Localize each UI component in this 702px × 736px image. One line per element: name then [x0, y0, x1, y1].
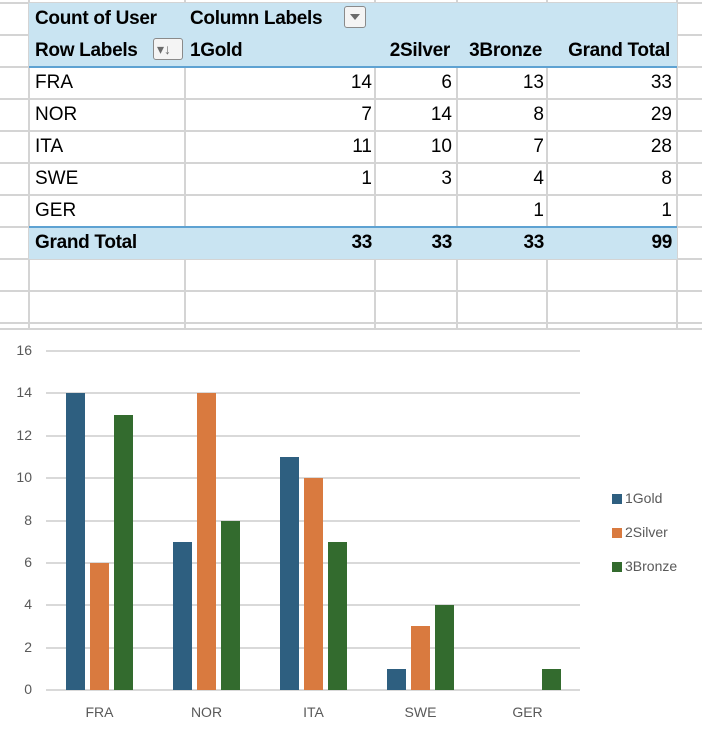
- clustered-column-chart[interactable]: 0 2 4 6 8 10 12 14 16 FRA NOR ITA SWE GER 1Gold 2Silv…: [0, 330, 702, 736]
- column-header-bronze[interactable]: 3Bronze: [469, 40, 542, 61]
- cell-total[interactable]: 29: [650, 104, 672, 125]
- grid-row-line: [0, 328, 702, 330]
- grid-row-line: [0, 258, 702, 260]
- grid-col-line: [184, 0, 186, 330]
- cell-gold[interactable]: [186, 195, 372, 227]
- legend-item[interactable]: 1Gold: [612, 490, 662, 506]
- bar-1gold-nor[interactable]: [173, 541, 192, 690]
- gridline: [46, 689, 580, 691]
- cell-gold[interactable]: 1: [361, 168, 372, 189]
- bar-1gold-ita[interactable]: [280, 456, 299, 690]
- y-tick-label: 10: [16, 469, 32, 486]
- grand-total-label[interactable]: Grand Total: [35, 232, 137, 253]
- cell-bronze[interactable]: 13: [522, 72, 544, 93]
- grid-col-line: [676, 0, 678, 330]
- sort-descending-filter-icon: ▾↓: [157, 41, 172, 57]
- y-tick-label: 0: [24, 681, 32, 697]
- legend-swatch-icon: [612, 528, 622, 538]
- cell-silver[interactable]: 6: [441, 72, 452, 93]
- bar-1gold-fra[interactable]: [66, 393, 85, 690]
- grand-total-silver[interactable]: 33: [431, 232, 452, 253]
- column-labels-header[interactable]: Column Labels: [190, 8, 323, 29]
- bar-3bronze-ger[interactable]: [542, 668, 561, 690]
- gridline: [46, 392, 580, 395]
- grid-row-line: [0, 290, 702, 292]
- row-label[interactable]: ITA: [35, 136, 64, 157]
- bar-3bronze-ita[interactable]: [328, 541, 347, 690]
- cell-bronze[interactable]: 1: [533, 200, 544, 221]
- bar-2silver-ita[interactable]: [304, 478, 323, 690]
- column-header-silver[interactable]: 2Silver: [389, 40, 451, 61]
- grid-row-line: [0, 130, 702, 132]
- bar-2silver-swe[interactable]: [411, 626, 430, 690]
- chevron-down-icon: [350, 14, 360, 20]
- y-tick-label: 4: [24, 596, 32, 613]
- legend-swatch-icon: [612, 562, 622, 572]
- column-labels-filter-button[interactable]: [344, 6, 366, 28]
- cell-silver[interactable]: 14: [430, 104, 452, 125]
- bar-2silver-nor[interactable]: [197, 393, 216, 690]
- pivot-total-band: [29, 227, 677, 259]
- x-category-label: GER: [512, 704, 543, 720]
- cell-gold[interactable]: 11: [352, 136, 372, 157]
- cell-gold[interactable]: 14: [350, 72, 372, 93]
- grand-total-gold[interactable]: 33: [351, 232, 372, 253]
- pivot-header-divider: [29, 66, 677, 68]
- grand-total-bronze[interactable]: 33: [523, 232, 544, 253]
- bar-3bronze-nor[interactable]: [221, 520, 240, 690]
- grid-row-line: [0, 194, 702, 196]
- x-category-label: FRA: [85, 704, 114, 720]
- x-category-label: SWE: [404, 704, 437, 720]
- gridline: [46, 350, 580, 352]
- legend-item[interactable]: 2Silver: [612, 524, 668, 540]
- bar-2silver-fra[interactable]: [90, 562, 109, 690]
- gridline: [46, 434, 580, 437]
- row-label[interactable]: GER: [35, 200, 77, 221]
- cell-silver[interactable]: 3: [441, 168, 452, 189]
- y-tick-label: 2: [24, 638, 32, 655]
- column-header-grand-total[interactable]: Grand Total: [568, 40, 670, 61]
- legend-label: 2Silver: [625, 524, 668, 540]
- grid-col-line: [546, 0, 548, 330]
- grid-row-line: [0, 322, 702, 324]
- grid-row-line: [0, 98, 702, 100]
- row-labels-sort-filter-button[interactable]: ▾↓: [153, 38, 183, 60]
- x-category-label: ITA: [303, 704, 324, 720]
- bar-1gold-swe[interactable]: [387, 668, 406, 690]
- cell-total[interactable]: 8: [661, 168, 672, 189]
- grid-col-line: [374, 0, 376, 330]
- cell-silver[interactable]: 10: [430, 136, 452, 157]
- legend-label: 1Gold: [625, 490, 663, 506]
- cell-total[interactable]: 33: [650, 72, 672, 93]
- bar-3bronze-swe[interactable]: [435, 605, 454, 690]
- pivot-total-divider: [29, 226, 677, 228]
- column-header-gold[interactable]: 1Gold: [190, 40, 243, 61]
- value-field-label[interactable]: Count of User: [35, 8, 157, 29]
- cell-gold[interactable]: 7: [361, 104, 372, 125]
- y-tick-label: 6: [24, 553, 32, 570]
- legend-swatch-icon: [612, 494, 622, 504]
- row-label[interactable]: FRA: [35, 72, 73, 93]
- row-labels-header[interactable]: Row Labels: [35, 40, 138, 61]
- y-tick-label: 16: [16, 342, 32, 358]
- cell-silver[interactable]: [376, 195, 452, 227]
- legend-label: 3Bronze: [625, 558, 678, 574]
- cell-bronze[interactable]: 4: [533, 168, 544, 189]
- y-tick-label: 12: [16, 426, 32, 443]
- grid-col-line: [456, 0, 458, 330]
- cell-total[interactable]: 1: [661, 200, 672, 221]
- grid-col-line: [28, 0, 30, 330]
- legend-item[interactable]: 3Bronze: [612, 558, 677, 574]
- cell-bronze[interactable]: 8: [533, 104, 544, 125]
- cell-bronze[interactable]: 7: [533, 136, 544, 157]
- bar-3bronze-fra[interactable]: [114, 414, 133, 690]
- y-tick-label: 14: [16, 384, 32, 401]
- x-category-label: NOR: [190, 704, 223, 720]
- y-tick-label: 8: [24, 511, 32, 528]
- row-label[interactable]: NOR: [35, 104, 78, 125]
- row-label[interactable]: SWE: [35, 168, 79, 189]
- grid-row-line: [0, 162, 702, 164]
- cell-total[interactable]: 28: [650, 136, 672, 157]
- grand-total-overall[interactable]: 99: [651, 232, 672, 253]
